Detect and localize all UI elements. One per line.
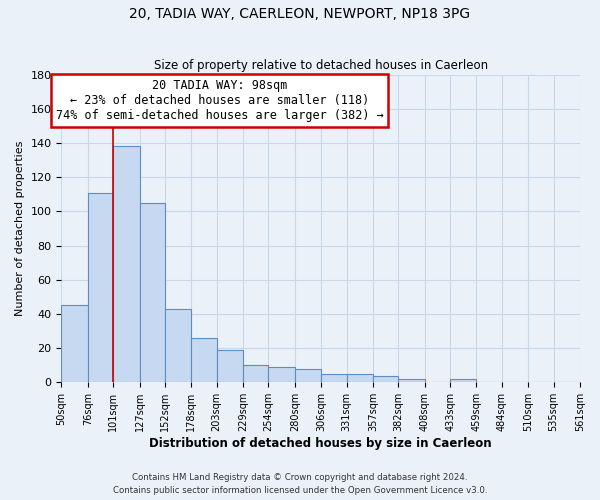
Bar	[61, 306, 88, 382]
Bar	[113, 146, 140, 382]
Bar	[321, 374, 347, 382]
Bar	[398, 379, 425, 382]
Text: 20 TADIA WAY: 98sqm
← 23% of detached houses are smaller (118)
74% of semi-detac: 20 TADIA WAY: 98sqm ← 23% of detached ho…	[56, 79, 383, 122]
Bar	[88, 192, 113, 382]
Bar	[217, 350, 243, 382]
Bar	[373, 376, 398, 382]
Y-axis label: Number of detached properties: Number of detached properties	[15, 141, 25, 316]
Text: 20, TADIA WAY, CAERLEON, NEWPORT, NP18 3PG: 20, TADIA WAY, CAERLEON, NEWPORT, NP18 3…	[130, 8, 470, 22]
Bar	[140, 203, 165, 382]
Bar	[295, 368, 321, 382]
Text: Contains HM Land Registry data © Crown copyright and database right 2024.
Contai: Contains HM Land Registry data © Crown c…	[113, 474, 487, 495]
Bar	[243, 365, 268, 382]
X-axis label: Distribution of detached houses by size in Caerleon: Distribution of detached houses by size …	[149, 437, 492, 450]
Bar	[347, 374, 373, 382]
Bar	[450, 379, 476, 382]
Bar	[191, 338, 217, 382]
Bar	[165, 309, 191, 382]
Bar	[268, 367, 295, 382]
Title: Size of property relative to detached houses in Caerleon: Size of property relative to detached ho…	[154, 59, 488, 72]
